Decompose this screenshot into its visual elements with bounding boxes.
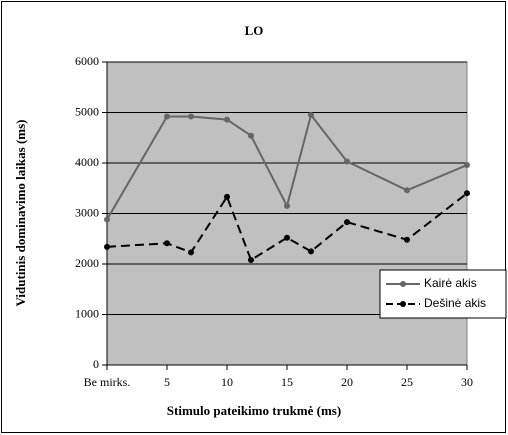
data-point — [164, 113, 170, 120]
data-point — [308, 112, 314, 119]
x-tick-label: 10 — [221, 375, 233, 389]
data-point — [104, 216, 110, 223]
data-point — [404, 187, 410, 194]
data-point — [284, 234, 290, 241]
y-tick-label: 6000 — [75, 54, 99, 68]
y-tick-label: 2000 — [75, 256, 99, 270]
data-point — [344, 219, 350, 226]
data-point — [404, 236, 410, 243]
x-axis-label: Stimulo pateikimo trukmė (ms) — [167, 403, 341, 418]
data-point — [248, 132, 254, 139]
x-tick-label: 15 — [281, 375, 293, 389]
data-point — [308, 248, 314, 255]
data-point — [188, 113, 194, 120]
legend-marker — [400, 301, 406, 307]
data-point — [224, 116, 230, 123]
x-tick-label: Be mirks. — [84, 375, 131, 389]
data-point — [188, 249, 194, 256]
data-point — [464, 162, 470, 169]
legend-label: Dešinė akis — [424, 296, 486, 310]
x-tick-label: 20 — [341, 375, 353, 389]
data-point — [248, 256, 254, 263]
legend-marker — [400, 281, 406, 287]
y-tick-label: 1000 — [75, 306, 99, 320]
chart-title: LO — [245, 23, 264, 38]
data-point — [344, 158, 350, 165]
data-point — [224, 193, 230, 200]
data-point — [104, 243, 110, 250]
legend-box — [379, 269, 507, 319]
y-tick-label: 3000 — [75, 205, 99, 219]
y-axis-label: Vidutinis dominavimo laikas (ms) — [13, 120, 28, 307]
data-point — [464, 190, 470, 197]
legend-label: Kairė akis — [424, 276, 477, 290]
data-point — [284, 202, 290, 209]
y-tick-label: 0 — [93, 357, 99, 371]
data-point — [164, 240, 170, 247]
series-line — [106, 112, 468, 221]
y-tick-label: 5000 — [75, 104, 99, 118]
series-line — [106, 192, 468, 262]
y-tick-label: 4000 — [75, 155, 99, 169]
x-tick-label: 30 — [461, 375, 473, 389]
x-tick-label: 5 — [164, 375, 170, 389]
x-tick-label: 25 — [401, 375, 413, 389]
